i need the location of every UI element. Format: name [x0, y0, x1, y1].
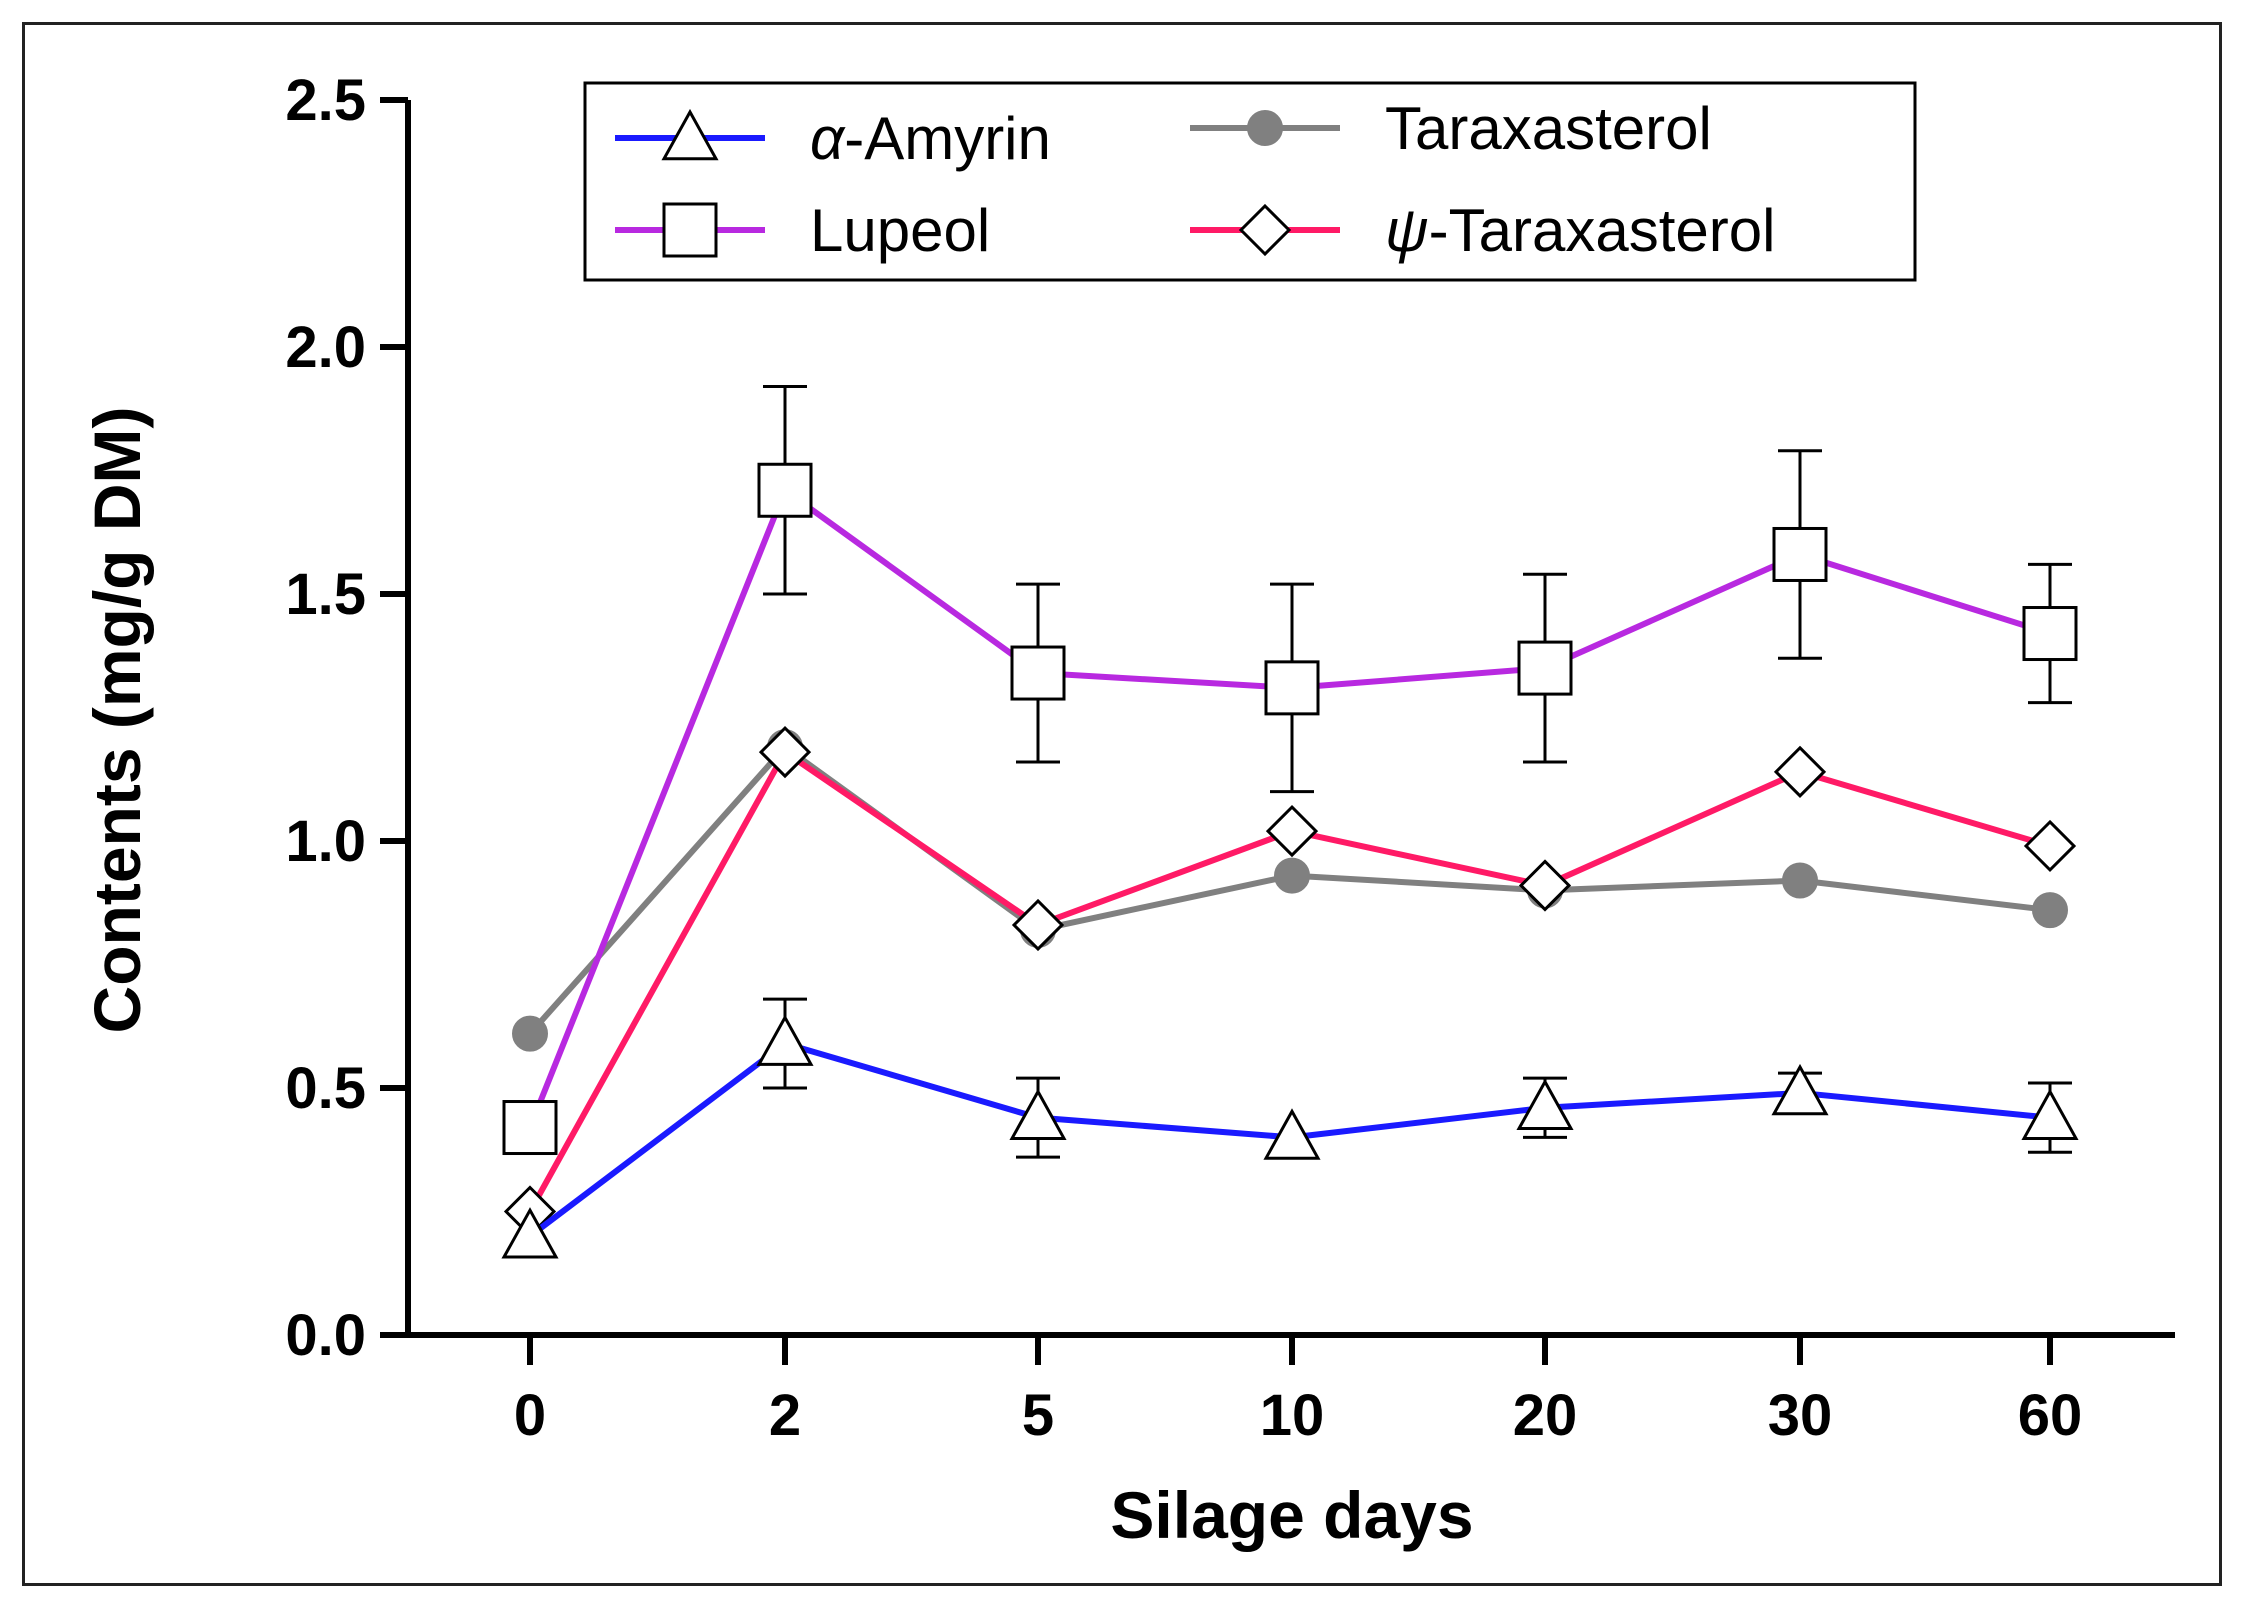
data-point-taraxasterol: [1773, 745, 1827, 798]
x-tick-label: 60: [2018, 1383, 2083, 1448]
legend-box: [583, 81, 1917, 282]
legend-marker-taraxasterol: [1238, 203, 1292, 257]
data-point-lupeol: [1517, 640, 1573, 696]
data-point-amyrin: [1516, 1078, 1574, 1131]
data-point-amyrin: [1771, 1063, 1829, 1116]
y-tick-label: 2.0: [285, 315, 366, 380]
legend-label-prefix: α: [810, 105, 846, 172]
series-layer: [501, 385, 2079, 1259]
data-point-lupeol: [502, 1100, 558, 1156]
data-point-taraxasterol: [1518, 859, 1572, 912]
y-ticks: 0.0 0.5 1.0 1.5 2.0 2.5: [285, 68, 408, 1368]
x-tick-label: 2: [769, 1383, 801, 1448]
legend-item-taraxasterol: ψ-Taraxasterol: [1190, 197, 1775, 264]
x-tick-label: 10: [1260, 1383, 1325, 1448]
data-point-amyrin: [756, 1014, 814, 1066]
data-point-taraxasterol: [758, 725, 812, 779]
legend-item-taraxasterol: Taraxasterol: [1190, 95, 1712, 162]
data-point-lupeol: [1264, 660, 1320, 716]
data-point-taraxasterol: [1274, 857, 1310, 894]
data-point-lupeol: [1772, 526, 1828, 582]
legend-marker-amyrin: [661, 108, 719, 161]
legend-item-amyrin: α-Amyrin: [615, 105, 1051, 172]
x-tick-label: 30: [1768, 1383, 1833, 1448]
legend-marker-taraxasterol: [1247, 110, 1283, 146]
data-point-taraxasterol: [1782, 862, 1818, 899]
figure-frame: [22, 22, 2222, 1586]
data-point-lupeol: [1010, 645, 1066, 701]
data-point-amyrin: [501, 1207, 559, 1259]
data-point-lupeol: [2022, 606, 2078, 662]
x-tick-label: 0: [514, 1383, 546, 1448]
legend-item-lupeol: Lupeol: [615, 197, 990, 264]
legend-marker-lupeol: [662, 202, 718, 258]
legend-label-prefix: ψ: [1385, 197, 1429, 264]
series-Lupeol: [502, 385, 2078, 1156]
data-point-taraxasterol: [1265, 804, 1319, 858]
legend-label-text: -Taraxasterol: [1429, 197, 1776, 264]
legend-label-text: -Amyrin: [844, 105, 1051, 172]
y-axis-title: Contents (mg/g DM): [80, 407, 154, 1034]
data-point-taraxasterol: [512, 1015, 548, 1052]
data-point-lupeol: [757, 462, 813, 518]
x-axis-title: Silage days: [1110, 1478, 1473, 1552]
x-ticks: 0 2 5 10 20 30 60: [514, 1335, 2082, 1448]
data-point-amyrin: [1009, 1088, 1067, 1140]
y-tick-label: 0.5: [285, 1056, 366, 1121]
y-tick-label: 0.0: [285, 1303, 366, 1368]
data-point-taraxasterol: [1011, 898, 1065, 952]
data-point-taraxasterol: [2032, 892, 2068, 929]
legend-label-taraxasterol: Taraxasterol: [1385, 95, 1712, 162]
data-point-amyrin: [1263, 1108, 1321, 1160]
legend-label-text: Lupeol: [810, 197, 990, 264]
data-point-amyrin: [2021, 1088, 2079, 1140]
y-tick-label: 1.5: [285, 562, 366, 627]
legend: α-Amyrin Taraxasterol Lupeol ψ-Taraxasterol: [583, 81, 1917, 282]
legend-label-taraxasterol: ψ-Taraxasterol: [1385, 197, 1775, 264]
legend-label-lupeol: Lupeol: [810, 197, 990, 264]
y-tick-label: 1.0: [285, 809, 366, 874]
legend-label-text: Taraxasterol: [1385, 95, 1712, 162]
data-point-taraxasterol: [2023, 819, 2077, 873]
x-tick-label: 20: [1513, 1383, 1578, 1448]
y-tick-label: 2.5: [285, 68, 366, 133]
series-α-Amyrin: [501, 997, 2079, 1259]
legend-label-amyrin: α-Amyrin: [810, 105, 1051, 172]
series-Taraxasterol: [512, 729, 2068, 1052]
x-tick-label: 5: [1022, 1383, 1054, 1448]
